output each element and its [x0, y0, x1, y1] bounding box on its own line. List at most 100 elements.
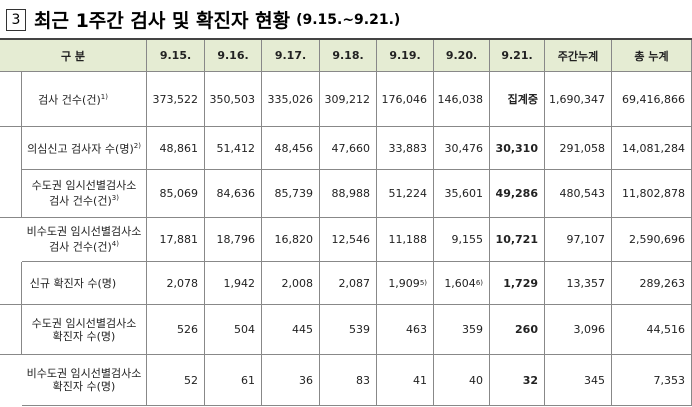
cell-value: 41: [413, 373, 427, 387]
header-text: 9.15.: [159, 49, 192, 62]
cell-value: 3,096: [573, 323, 606, 336]
cell-value: 1,909: [388, 276, 420, 290]
header-cell: 9.20.: [434, 40, 490, 72]
footnote-mark: 1): [100, 93, 108, 102]
data-cell: 1,604 6): [434, 262, 490, 305]
title-bar: 3 최근 1주간 검사 및 확진자 현황 (9.15.~9.21.): [6, 6, 400, 33]
title: 최근 1주간 검사 및 확진자 현황: [34, 10, 291, 32]
data-cell: 7,353: [612, 355, 692, 406]
header-cell: 구 분: [0, 40, 147, 72]
data-cell: 40: [434, 355, 490, 406]
data-cell: 47,660: [320, 127, 377, 170]
cell-value: 2,078: [166, 276, 199, 290]
cell-value: 69,416,866: [622, 92, 685, 106]
data-cell: 2,008: [262, 262, 320, 305]
label-line: 검사 건수(건)1): [38, 93, 108, 107]
data-cell: 309,212: [320, 72, 377, 127]
cell-value: 30,310: [495, 141, 538, 155]
cell-value: 49,286: [495, 187, 538, 200]
data-cell: 36: [262, 355, 320, 406]
cell-value: 445: [292, 323, 313, 336]
data-cell: 18,796: [205, 218, 262, 262]
cell-value: 17,881: [159, 233, 199, 246]
data-cell: 445: [262, 305, 320, 355]
cell-value: 373,522: [152, 92, 199, 106]
data-cell: 44,516: [612, 305, 692, 355]
cell-value: 12,546: [331, 233, 371, 246]
cell-value: 97,107: [566, 233, 606, 246]
data-cell: 85,739: [262, 170, 320, 218]
cell-value: 345: [584, 373, 605, 387]
row-label: 수도권 임시선별검사소 검사 건수(건)3): [22, 170, 147, 218]
data-cell: 14,081,284: [612, 127, 692, 170]
cell-value: 2,590,696: [629, 233, 685, 246]
data-cell: 61: [205, 355, 262, 406]
data-cell: 146,038: [434, 72, 490, 127]
cell-value: 47,660: [331, 141, 371, 155]
header-text: 9.18.: [332, 49, 364, 62]
cell-value: 61: [241, 373, 255, 387]
data-cell: 11,802,878: [612, 170, 692, 218]
cell-value: 309,212: [324, 92, 371, 106]
cell-value: 260: [515, 323, 538, 336]
data-cell: 10,721: [490, 218, 545, 262]
data-cell: 51,412: [205, 127, 262, 170]
data-cell: 12,546: [320, 218, 377, 262]
cell-value: 집계중: [507, 93, 538, 106]
header-cell: 9.17.: [262, 40, 320, 72]
label-line: 수도권 임시선별검사소: [31, 179, 137, 193]
data-cell: 52: [147, 355, 205, 406]
cell-value: 1,729: [503, 276, 538, 290]
cell-value: 289,263: [639, 276, 686, 290]
footnote-mark: 2): [133, 142, 141, 151]
cell-value: 44,516: [646, 323, 686, 336]
cell-value: 18,796: [216, 233, 256, 246]
cell-value: 85,069: [159, 187, 199, 200]
data-cell: 373,522: [147, 72, 205, 127]
data-cell: 49,286: [490, 170, 545, 218]
data-cell: 84,636: [205, 170, 262, 218]
cell-value: 146,038: [437, 92, 484, 106]
cell-value: 33,883: [388, 141, 428, 155]
cell-value: 30,476: [444, 141, 484, 155]
cell-value: 32: [522, 373, 538, 387]
cell-value: 359: [462, 323, 483, 336]
header-text: 총 누계: [634, 49, 669, 63]
label-line: 비수도권 임시선별검사소: [26, 367, 142, 380]
row-label: 비수도권 임시선별검사소 검사 건수(건)4): [22, 218, 147, 262]
data-cell: 집계중: [490, 72, 545, 127]
cell-value: 88,988: [331, 187, 371, 200]
data-cell: 16,820: [262, 218, 320, 262]
data-cell: 30,310: [490, 127, 545, 170]
data-cell: 48,456: [262, 127, 320, 170]
indent-cell: [0, 72, 22, 218]
footnote-mark: 4): [111, 240, 119, 249]
data-cell: 289,263: [612, 262, 692, 305]
header-text: 9.19.: [389, 49, 421, 62]
header-cell: 9.19.: [377, 40, 434, 72]
cell-value: 35,601: [444, 187, 484, 200]
data-cell: 9,155: [434, 218, 490, 262]
data-cell: 350,503: [205, 72, 262, 127]
data-cell: 2,590,696: [612, 218, 692, 262]
footnote-mark: 3): [111, 194, 119, 203]
cell-value: 40: [469, 373, 483, 387]
cell-value: 7,353: [653, 373, 686, 387]
cell-value: 36: [299, 373, 313, 387]
table: 구 분 9.15. 9.16. 9.17. 9.18. 9.19. 9.20. 9.21. 주간…: [0, 38, 692, 407]
row-label: 신규 확진자 수(명): [0, 262, 147, 305]
label-line: 검사 건수(건)4): [49, 240, 119, 254]
cell-value: 176,046: [381, 92, 428, 106]
cell-value: 350,503: [209, 92, 256, 106]
cell-value: 85,739: [274, 187, 314, 200]
cell-value: 51,224: [388, 187, 428, 200]
header-cell: 총 누계: [612, 40, 692, 72]
header-cell: 9.16.: [205, 40, 262, 72]
data-cell: 1,690,347: [545, 72, 612, 127]
header-cell: 9.21.: [490, 40, 545, 72]
indent-cell: [0, 262, 22, 355]
data-cell: 260: [490, 305, 545, 355]
header-text: 9.20.: [445, 49, 478, 62]
data-cell: 335,026: [262, 72, 320, 127]
